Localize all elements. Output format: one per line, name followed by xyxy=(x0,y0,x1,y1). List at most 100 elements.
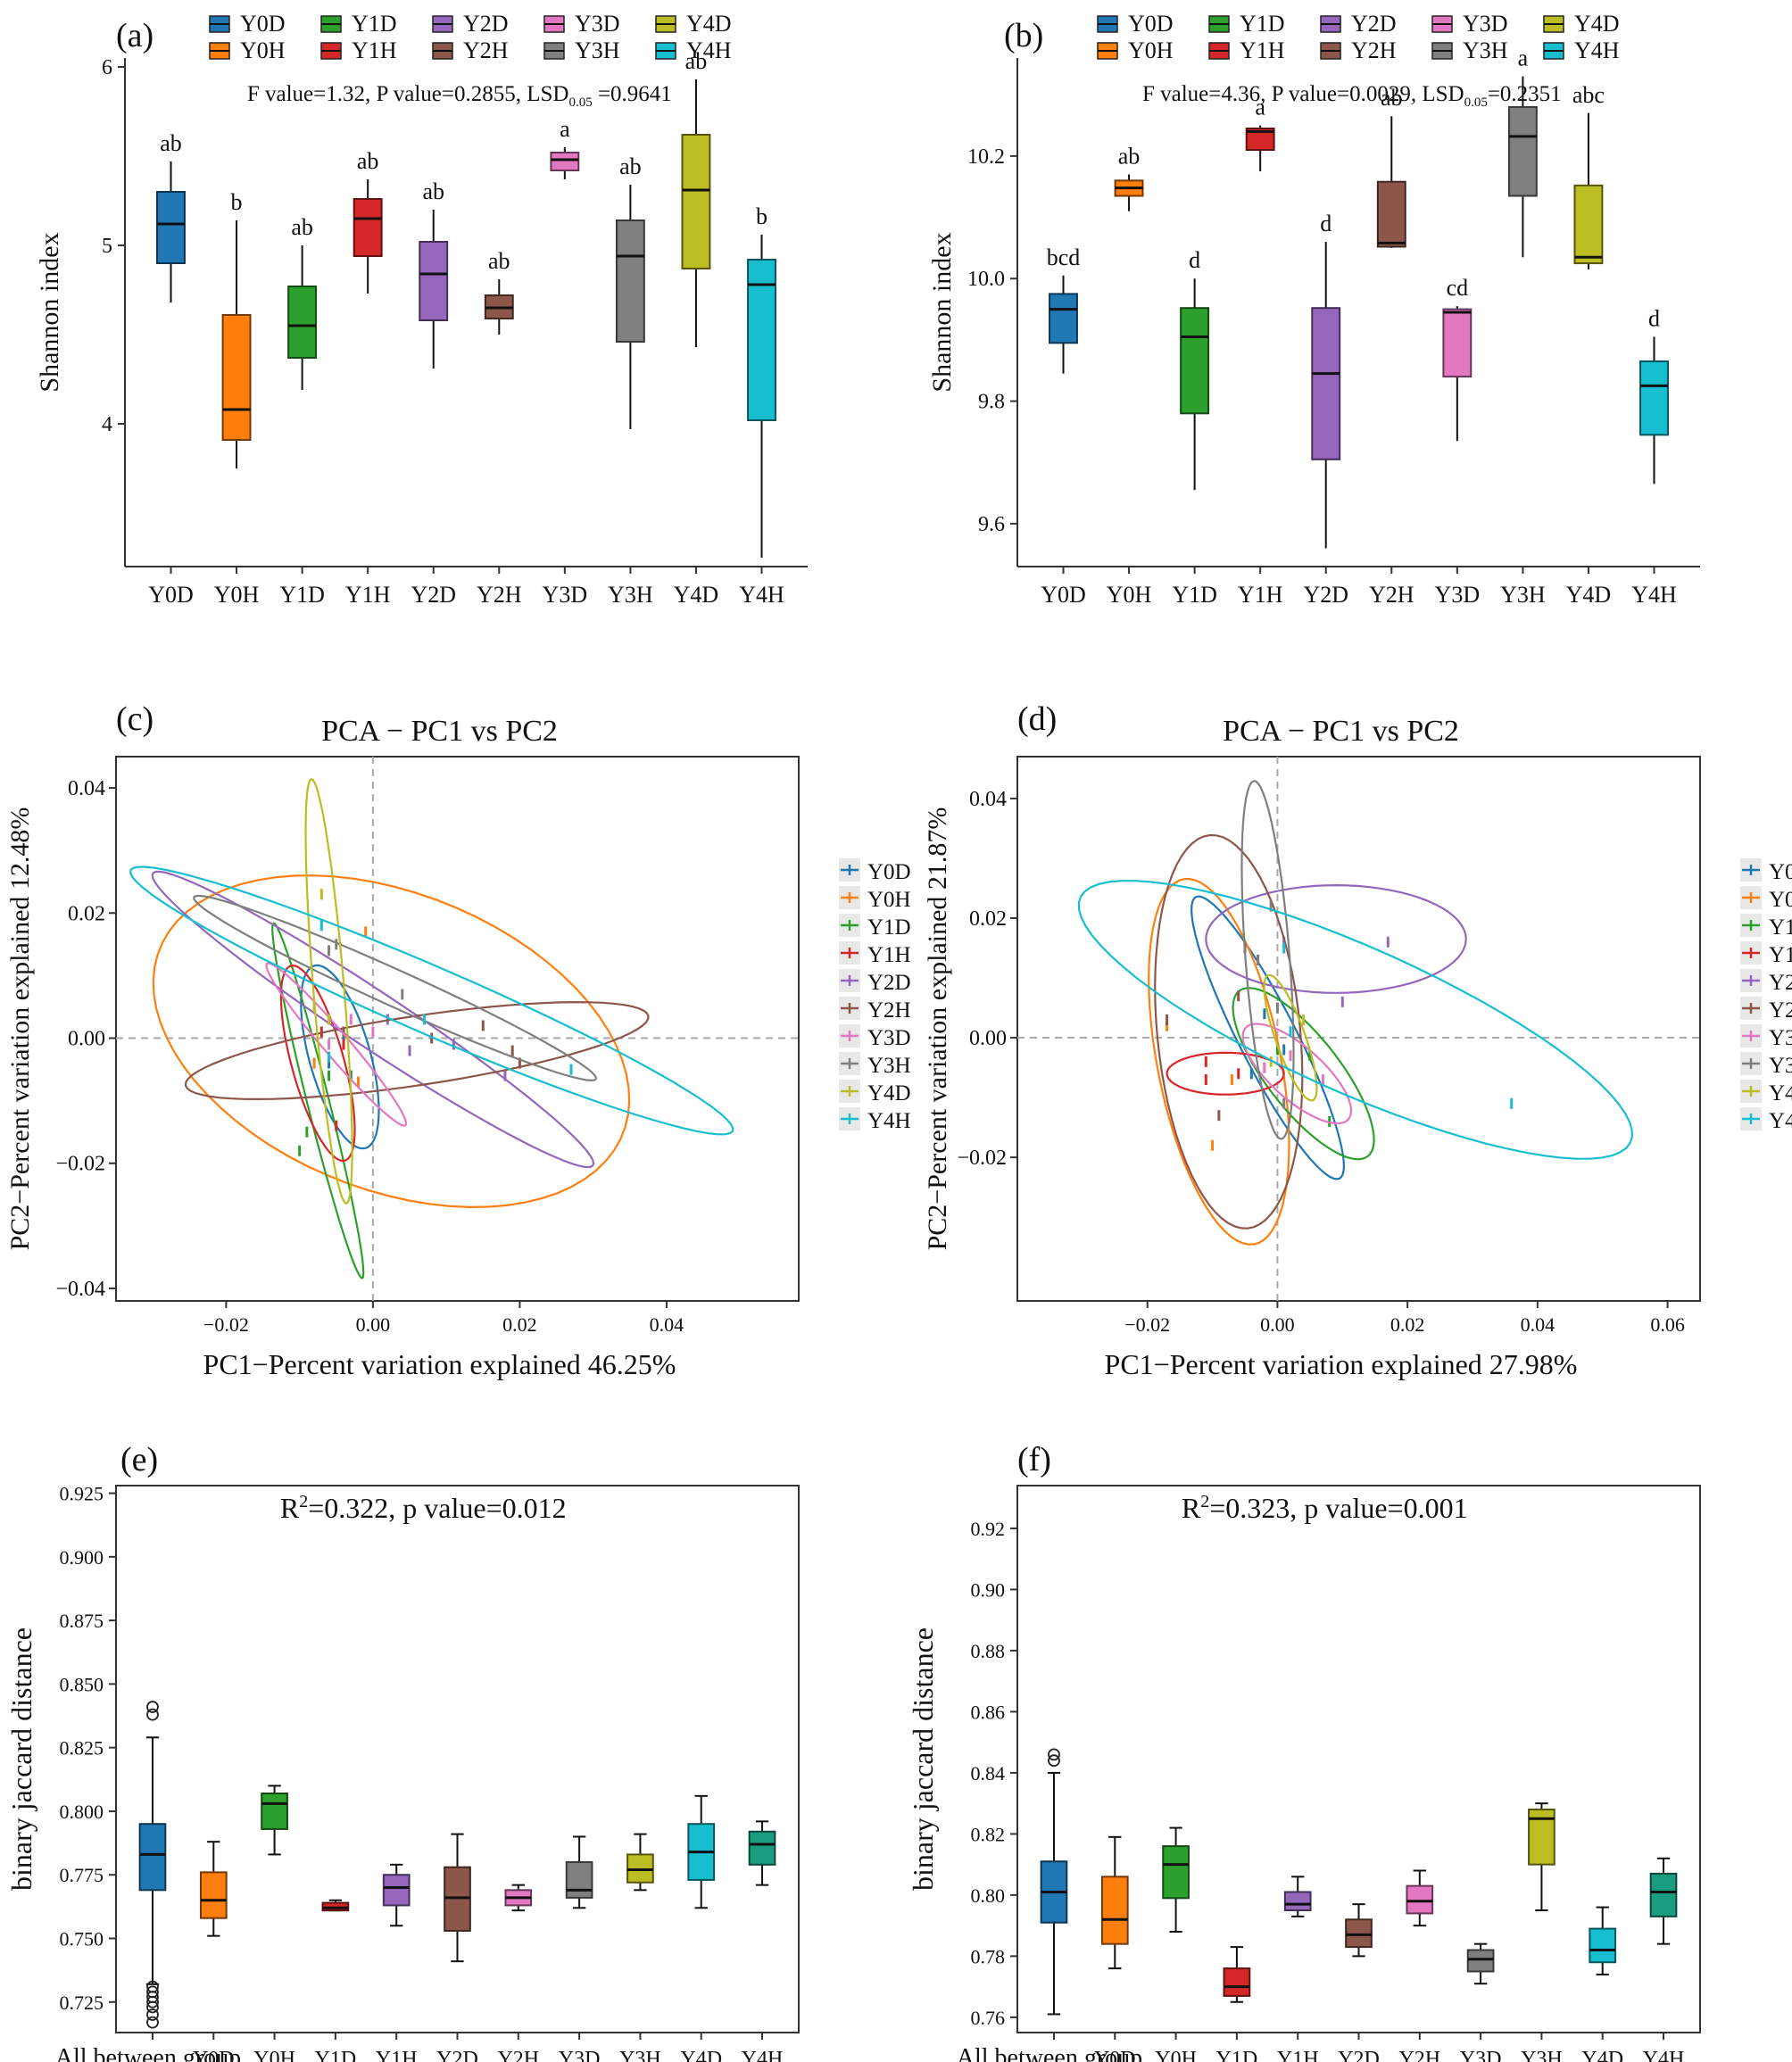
x-tick-label: Y2H xyxy=(497,2048,539,2062)
panel-label: (f) xyxy=(1017,1441,1051,1478)
outlier-point xyxy=(1048,1754,1060,1768)
legend-label: Y3H xyxy=(1463,37,1508,63)
legend-item-y1h: Y1H xyxy=(1208,37,1285,63)
stats-tail: =0.323, p value=0.001 xyxy=(1209,1492,1467,1524)
box-iqr xyxy=(747,259,776,421)
y-tick-label: 0.925 xyxy=(60,1483,104,1505)
significance-letter: bcd xyxy=(1047,244,1081,270)
box-y2h xyxy=(504,1884,533,1912)
y-tick-label: 0.825 xyxy=(60,1737,104,1760)
legend-item-y1h: Y1H xyxy=(839,941,911,967)
x-tick-label: 0.00 xyxy=(1260,1313,1295,1336)
x-tick-label: Y2D xyxy=(1338,2048,1380,2062)
legend-label: Y4H xyxy=(867,1109,911,1133)
y-axis-label: Shannon index xyxy=(35,232,64,392)
y-tick-label: 0.875 xyxy=(60,1610,104,1632)
box-y0h: ab xyxy=(1114,143,1144,211)
legend-item-y4d: Y4D xyxy=(655,11,732,37)
box-y0h xyxy=(1162,1826,1190,1933)
y-tick-label: 9.8 xyxy=(978,391,1005,414)
box-iqr xyxy=(1223,1967,1251,1997)
box-y2h: ab xyxy=(1376,85,1406,248)
panel-a: (a) Y0DY0HY1DY1HY2DY2HY3DY3HY4DY4H456Shan… xyxy=(35,11,808,608)
confidence-ellipse xyxy=(184,1000,650,1101)
box-y0d: ab xyxy=(156,130,186,302)
box-y1d: d xyxy=(1180,247,1210,491)
y-tick-label: 0.82 xyxy=(971,1823,1006,1845)
y-tick-label: 5 xyxy=(102,235,112,258)
box-y3d xyxy=(1466,1942,1495,1985)
stats-annotation: F value=4.36, P value=0.0029, LSD0.05=0.… xyxy=(1142,82,1562,110)
legend-label: Y2H xyxy=(1769,998,1792,1023)
stats-subscript: 0.05 xyxy=(568,95,592,110)
significance-letter: ab xyxy=(160,130,182,156)
significance-letter: ab xyxy=(291,214,313,240)
stats-tail: =0.9641 xyxy=(593,82,672,106)
x-tick-label: Y1D xyxy=(1216,2048,1258,2062)
legend-item-y4d: Y4D xyxy=(1543,11,1620,37)
box-iqr xyxy=(419,241,449,321)
box-iqr xyxy=(565,1860,593,1899)
legend-label: Y1D xyxy=(867,915,911,940)
box-y3d xyxy=(565,1835,593,1909)
y-axis-label: Shannon index xyxy=(927,232,957,392)
legend-label: Y1D xyxy=(1769,915,1792,940)
box-y0d xyxy=(1100,1835,1129,1970)
box-iqr xyxy=(1345,1918,1373,1949)
x-tick-label: Y2D xyxy=(436,2048,478,2062)
legend-item-y0h: Y0H xyxy=(839,886,911,912)
confidence-ellipse xyxy=(1240,780,1295,1140)
y-tick-label: 0.800 xyxy=(60,1801,104,1823)
x-tick-label: Y4H xyxy=(1643,2048,1685,2062)
box-y1d xyxy=(321,1899,350,1912)
box-iqr xyxy=(199,1871,228,1919)
legend-item-y2d: Y2D xyxy=(1740,969,1792,995)
legend-item-y3h: Y3H xyxy=(1431,37,1508,63)
box-iqr xyxy=(615,219,645,343)
stats-main: R xyxy=(1182,1492,1201,1524)
legend-item-y4h: Y4H xyxy=(1740,1107,1792,1133)
x-tick-label: Y3D xyxy=(1435,582,1481,608)
box-iqr xyxy=(1466,1949,1495,1973)
outlier-point xyxy=(146,2016,159,2029)
box-iqr xyxy=(138,1823,167,1892)
box-y1h xyxy=(382,1863,411,1927)
outlier-point xyxy=(146,1708,159,1721)
confidence-ellipse xyxy=(129,865,734,1136)
box-iqr xyxy=(156,191,186,264)
legend-label: Y1D xyxy=(352,11,397,37)
box-y2h xyxy=(1406,1869,1434,1927)
box-y3d: cd xyxy=(1442,275,1473,442)
significance-letter: ab xyxy=(1118,143,1141,169)
x-tick-label: All between group xyxy=(55,2044,241,2062)
stats-annotation: F value=1.32, P value=0.2855, LSD0.05 =0… xyxy=(247,82,672,110)
legend-label: Y2H xyxy=(1351,37,1397,63)
chart-title: PCA − PC1 vs PC2 xyxy=(321,715,558,748)
x-tick-label: Y0H xyxy=(1107,582,1152,608)
box-y4h xyxy=(748,1820,776,1886)
panel-label: (a) xyxy=(116,17,153,54)
y-tick-label: 0.02 xyxy=(969,907,1007,931)
legend-label: Y1H xyxy=(1769,943,1792,967)
box-y1h: a xyxy=(1245,95,1275,172)
significance-letter: ab xyxy=(685,48,708,74)
legend-item-y1d: Y1D xyxy=(320,11,397,37)
significance-letter: cd xyxy=(1447,275,1469,301)
x-tick-label: Y1D xyxy=(1172,582,1217,608)
confidence-ellipse xyxy=(1166,1051,1285,1096)
legend-label: Y4D xyxy=(867,1081,911,1106)
box-y3h xyxy=(1528,1802,1556,1912)
x-tick-label: −0.02 xyxy=(203,1313,249,1336)
legend-label: Y0D xyxy=(1128,11,1174,37)
series-y1h xyxy=(1166,1051,1285,1096)
x-tick-label: Y0H xyxy=(214,582,260,608)
box-iqr xyxy=(1162,1845,1190,1900)
significance-letter: a xyxy=(560,116,570,142)
panel-e: (e) 0.725 0.750 0.775 0.800 0.825 0.850 0.875 0.… xyxy=(5,1441,800,2062)
legend-item-y1d: Y1D xyxy=(839,914,911,940)
stats-annotation: R2=0.323, p value=0.001 xyxy=(1182,1492,1468,1524)
box-iqr xyxy=(287,286,318,359)
series-y3h xyxy=(193,894,597,1082)
confidence-ellipse xyxy=(271,922,365,1279)
